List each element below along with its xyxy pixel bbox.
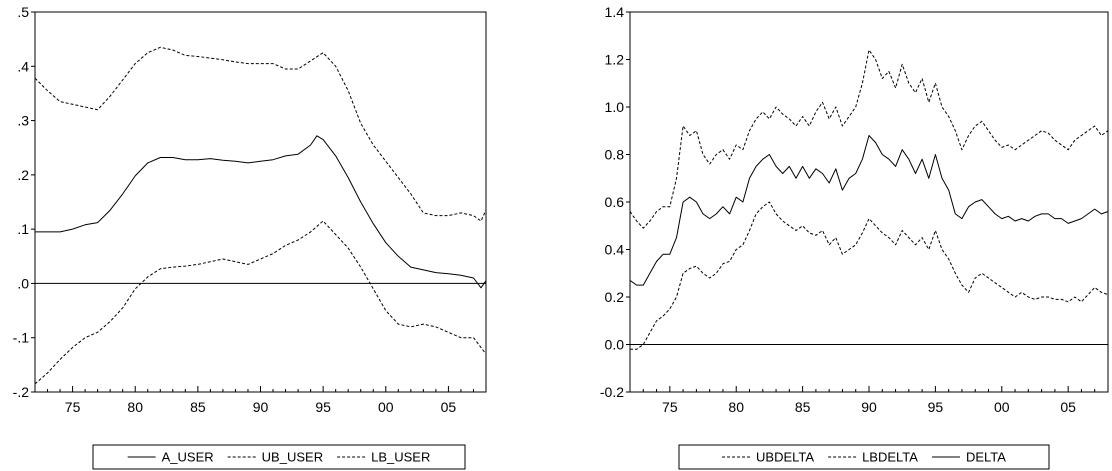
y-tick-label: .1 bbox=[17, 221, 29, 237]
y-tick-label: 0.4 bbox=[605, 242, 625, 258]
legend-box bbox=[678, 444, 1050, 470]
y-tick-label: .0 bbox=[17, 275, 29, 291]
chart-left: -.2 -.1 .0 .1 .2 .3 .4 .5 75 80 85 90 95 00 05 A_USER UB… bbox=[13, 4, 487, 470]
y-tick-label: 1.0 bbox=[605, 99, 625, 115]
y-tick-label: -.2 bbox=[13, 384, 30, 400]
series-line-lbdelta bbox=[630, 201, 1109, 350]
legend-label-a_user: A_USER bbox=[162, 450, 214, 465]
y-tick-label: -.1 bbox=[13, 330, 30, 346]
x-tick-label: 85 bbox=[190, 399, 206, 415]
x-tick-label: 00 bbox=[994, 399, 1010, 415]
series-line-ub_user bbox=[34, 46, 487, 222]
y-tick-label: 1.4 bbox=[605, 4, 625, 20]
legend: A_USER UB_USER LB_USER bbox=[92, 444, 466, 470]
legend-label-ub_user: UB_USER bbox=[262, 450, 323, 465]
chart-right: -0.2 0.0 0.2 0.4 0.6 0.8 1.0 1.2 1.4 75 80 85 90 95 00… bbox=[600, 4, 1109, 470]
y-tick-label: 0.8 bbox=[605, 147, 625, 163]
plot-frame bbox=[629, 11, 1109, 393]
y-tick-label: .3 bbox=[17, 113, 29, 129]
legend-label-ubdelta: UBDELTA bbox=[756, 450, 814, 465]
x-tick-label: 75 bbox=[662, 399, 678, 415]
plot-frame bbox=[34, 11, 487, 393]
x-tick-label: 05 bbox=[1060, 399, 1076, 415]
x-tick-label: 75 bbox=[65, 399, 81, 415]
legend-label-lb_user: LB_USER bbox=[371, 450, 430, 465]
x-tick-label: 80 bbox=[127, 399, 143, 415]
y-tick-label: 1.2 bbox=[605, 52, 625, 68]
y-tick-label: .4 bbox=[17, 58, 29, 74]
series-line-a_user bbox=[35, 135, 487, 289]
x-tick-label: 95 bbox=[928, 399, 944, 415]
y-tick-label: 0.6 bbox=[605, 194, 625, 210]
series-line-ubdelta bbox=[629, 49, 1109, 229]
x-tick-label: 80 bbox=[728, 399, 744, 415]
x-tick-label: 00 bbox=[378, 399, 394, 415]
x-tick-label: 85 bbox=[795, 399, 811, 415]
x-tick-label: 90 bbox=[253, 399, 269, 415]
x-tick-label: 95 bbox=[315, 399, 331, 415]
y-tick-label: 0.2 bbox=[605, 289, 625, 305]
x-tick-label: 90 bbox=[861, 399, 877, 415]
y-tick-label: 0.0 bbox=[605, 337, 625, 353]
series-line-lb_user bbox=[34, 220, 487, 385]
legend-label-delta: DELTA bbox=[966, 450, 1006, 465]
y-tick-label: -0.2 bbox=[600, 384, 624, 400]
series-line-delta bbox=[629, 135, 1109, 286]
legend: UBDELTA LBDELTA DELTA bbox=[678, 444, 1050, 470]
legend-label-lbdelta: LBDELTA bbox=[862, 450, 918, 465]
x-tick-label: 05 bbox=[441, 399, 457, 415]
y-tick-label: .2 bbox=[17, 167, 29, 183]
y-tick-label: .5 bbox=[17, 4, 29, 20]
